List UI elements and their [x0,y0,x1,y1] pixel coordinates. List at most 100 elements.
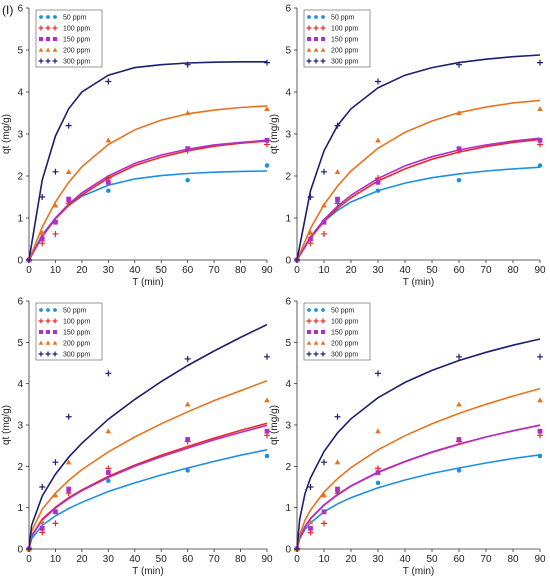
data-point [105,470,111,475]
legend-marker [306,25,312,31]
x-tick-label: 90 [534,554,546,565]
legend-marker [46,330,50,334]
x-tick-label: 20 [345,265,357,276]
data-point [65,413,72,420]
legend-entry-200-ppm: 200 ppm [38,340,90,348]
data-point [294,257,300,263]
series-300-ppm [294,353,543,552]
data-point [105,428,112,434]
fit-curve-50-ppm [28,449,268,550]
series-200-ppm [26,397,270,552]
x-tick-label: 30 [103,265,115,276]
y-tick-label: 6 [285,297,291,308]
data-point [537,59,543,66]
legend-label: 150 ppm [63,330,90,337]
y-tick-label: 4 [285,88,291,99]
x-tick-label: 40 [399,265,411,276]
series-150-ppm [294,428,543,552]
data-point [184,61,191,68]
data-point [456,353,462,360]
data-point [185,177,190,183]
legend-marker [320,25,326,31]
legend-label: 300 ppm [63,352,90,359]
fit-curve-100-ppm [296,138,541,261]
legend-entry-150-ppm: 150 ppm [307,330,358,337]
x-tick-label: 40 [129,265,141,276]
legend: 50 ppm 100 ppm 150 ppm 200 ppm 300 ppm [303,9,371,68]
data-point [456,146,462,152]
legend-marker [320,47,326,52]
legend-marker [45,318,51,324]
x-tick-label: 70 [480,554,492,565]
data-point [308,525,313,531]
legend-label: 200 ppm [331,48,358,55]
legend-marker [320,318,326,324]
y-tick-label: 6 [17,297,23,308]
legend-entry-50-ppm: 50 ppm [39,15,87,22]
x-tick-label: 0 [26,265,32,276]
y-tick-label: 4 [17,379,23,390]
legend-marker [39,37,43,41]
data-point [375,480,381,486]
data-point [264,453,270,459]
legend-marker [314,308,318,312]
fit-curve-200-ppm [296,99,541,261]
data-point [456,110,462,116]
x-tick-label: 50 [426,554,438,565]
legend: 50 ppm 100 ppm 150 ppm 200 ppm 300 ppm [303,302,371,361]
data-point [321,492,327,498]
legend-marker [39,330,43,334]
data-point [375,179,381,185]
legend-marker [52,47,58,52]
legend-marker [45,58,51,64]
legend-label: 50 ppm [331,308,355,315]
legend-label: 200 ppm [331,341,358,348]
legend-marker [38,318,44,324]
x-tick-label: 10 [318,265,330,276]
data-point [66,486,72,492]
legend-marker [314,15,318,19]
series-200-ppm [294,105,543,263]
legend-marker [313,351,319,357]
legend-entry-150-ppm: 150 ppm [307,37,358,44]
x-tick-label: 80 [235,265,247,276]
legend-marker [38,47,44,52]
legend-entry-150-ppm: 150 ppm [39,37,90,44]
y-tick-label: 4 [17,88,23,99]
data-point [375,370,381,377]
data-point [456,61,462,68]
x-tick-label: 90 [261,265,273,276]
data-point [39,484,46,490]
data-point [39,236,45,242]
x-tick-label: 10 [318,554,330,565]
legend-marker [52,318,58,324]
legend-marker [313,340,319,345]
data-point [26,257,32,263]
data-point [334,122,341,129]
legend: 50 ppm 100 ppm 150 ppm 200 ppm 300 ppm [35,9,103,68]
y-tick-label: 1 [285,503,291,514]
data-point [321,202,327,208]
data-point [185,146,191,152]
data-point [307,484,314,490]
fit-curve-300-ppm [28,61,267,261]
x-tick-label: 20 [76,265,88,276]
data-point [321,509,327,515]
y-axis-label: qt (mg/g) [269,405,280,445]
legend-marker [38,340,44,345]
legend-marker [52,25,58,31]
fit-curve-150-ppm [28,139,268,261]
data-point [264,397,270,403]
series-50-ppm [294,453,543,552]
data-point [184,401,191,407]
y-tick-label: 1 [17,214,23,225]
fit-curve-200-ppm [28,105,268,261]
data-point [321,230,327,237]
data-point [537,353,543,360]
y-tick-label: 1 [17,503,23,514]
series-100-ppm [294,432,543,552]
data-point [375,428,381,434]
